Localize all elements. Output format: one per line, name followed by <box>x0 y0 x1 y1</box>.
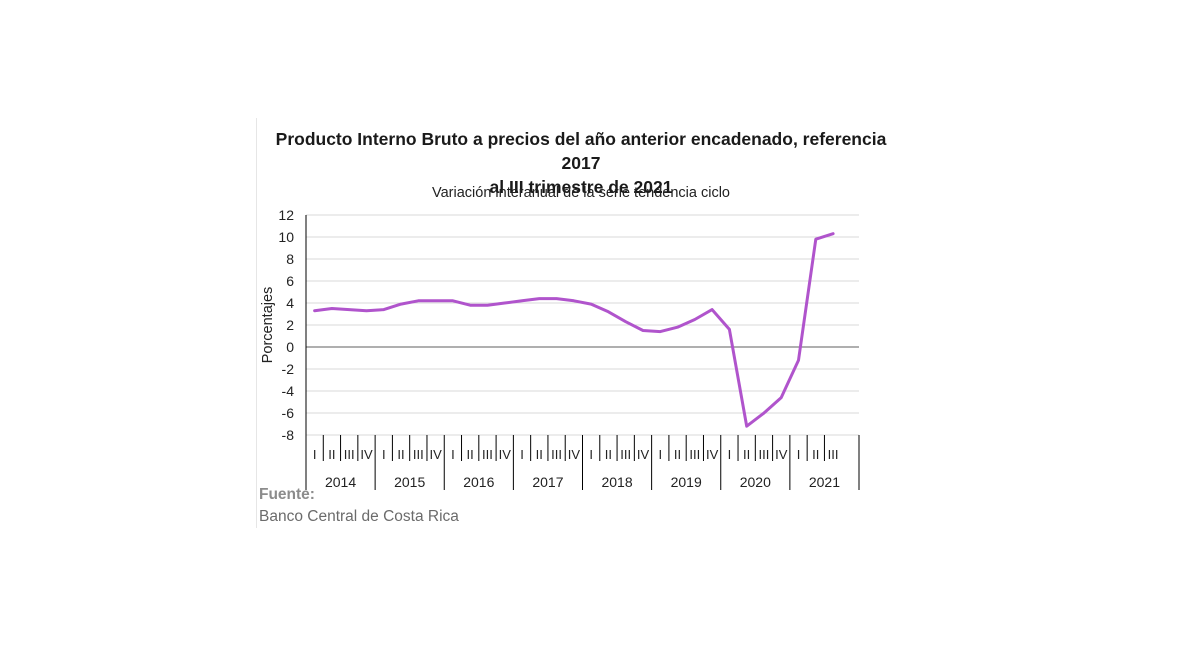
series-line <box>313 232 835 428</box>
quarter-label: II <box>536 447 543 462</box>
quarter-label: III <box>551 447 562 462</box>
quarter-label: III <box>413 447 424 462</box>
quarter-label: II <box>397 447 404 462</box>
chart-title: Producto Interno Bruto a precios del año… <box>256 127 906 199</box>
year-label: 2020 <box>740 474 771 490</box>
chart-title-line-2: al III trimestre de 2021 <box>489 177 673 197</box>
quarter-label: III <box>828 447 839 462</box>
year-label: 2015 <box>394 474 425 490</box>
y-tick-label: 10 <box>278 229 294 245</box>
quarter-label: I <box>451 447 455 462</box>
y-tick-label: 6 <box>286 273 294 289</box>
quarter-label: I <box>728 447 732 462</box>
year-label: 2018 <box>601 474 632 490</box>
quarter-label: I <box>382 447 386 462</box>
quarter-label: IV <box>360 447 373 462</box>
year-label: 2016 <box>463 474 494 490</box>
quarter-label: II <box>674 447 681 462</box>
y-tick-label: 12 <box>278 207 294 223</box>
quarter-label: II <box>467 447 474 462</box>
quarter-label: II <box>812 447 819 462</box>
y-tick-label: -4 <box>282 383 295 399</box>
quarter-label: II <box>743 447 750 462</box>
y-tick-label: -8 <box>282 427 295 443</box>
quarter-label: IV <box>775 447 788 462</box>
y-tick-label: 8 <box>286 251 294 267</box>
left-border <box>256 118 257 528</box>
chart-subtitle: Variación interanual de la serie tendenc… <box>432 185 730 201</box>
quarter-label: I <box>520 447 524 462</box>
quarter-label: III <box>620 447 631 462</box>
y-tick-label: 4 <box>286 295 294 311</box>
quarter-label: IV <box>637 447 650 462</box>
year-label: 2019 <box>671 474 702 490</box>
quarter-label: I <box>313 447 317 462</box>
quarter-label: III <box>689 447 700 462</box>
y-tick-label: 0 <box>286 339 294 355</box>
source-name: Banco Central de Costa Rica <box>259 508 459 525</box>
quarter-label: IV <box>706 447 719 462</box>
quarter-label: I <box>797 447 801 462</box>
year-label: 2021 <box>809 474 840 490</box>
year-label: 2014 <box>325 474 356 490</box>
y-tick-label: -6 <box>282 405 295 421</box>
quarter-label: I <box>658 447 662 462</box>
year-label: 2017 <box>532 474 563 490</box>
y-tick-label: -2 <box>282 361 295 377</box>
chart-card: -8 -6 -4 -2 0 2 4 6 8 10 12 Porcentajes I II III IV 2014… <box>256 118 906 528</box>
quarter-label: III <box>482 447 493 462</box>
quarter-label: III <box>759 447 770 462</box>
quarter-label: I <box>589 447 593 462</box>
quarter-label: II <box>328 447 335 462</box>
quarter-label: II <box>605 447 612 462</box>
quarter-label: IV <box>499 447 512 462</box>
y-tick-label: 2 <box>286 317 294 333</box>
source-label: Fuente: <box>259 486 315 503</box>
quarter-label: IV <box>568 447 581 462</box>
y-axis-title: Porcentajes <box>260 287 276 364</box>
chart-title-line-1: Producto Interno Bruto a precios del año… <box>275 129 887 173</box>
quarter-label: IV <box>429 447 442 462</box>
quarter-label: III <box>344 447 355 462</box>
